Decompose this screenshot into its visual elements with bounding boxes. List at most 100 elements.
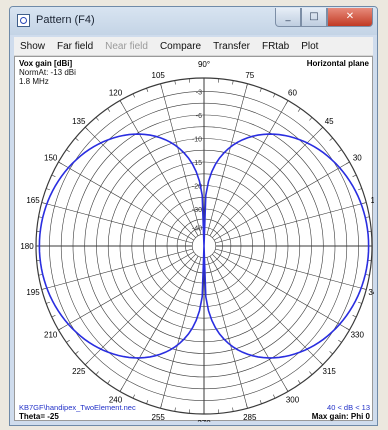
grid-tick (132, 394, 135, 399)
grid-tick (285, 387, 289, 392)
title-bar[interactable]: Pattern (F4) _ □ ✕ (10, 7, 377, 35)
pattern-window: Pattern (F4) _ □ ✕ Show Far field Near f… (9, 6, 378, 426)
gain-title: Vox gain [dBi] (19, 59, 73, 68)
grid-spoke (215, 248, 367, 290)
menu-show[interactable]: Show (20, 40, 46, 52)
grid-spoke (214, 251, 350, 331)
angle-label: 240 (109, 395, 123, 404)
grid-tick (352, 315, 357, 318)
grid-tick (45, 188, 51, 191)
angle-label: 165 (26, 196, 40, 205)
grid-tick (246, 404, 248, 409)
grid-tick (338, 339, 342, 343)
polar-plot-area[interactable]: 75 60 45 30 150 345 330 315 300 285 270 255 240 225 21… (14, 56, 374, 422)
angle-label: 60 (288, 89, 297, 98)
grid-spoke (160, 257, 202, 409)
grid-tick (38, 274, 43, 276)
grid-tick (174, 407, 176, 412)
grid-tick (357, 188, 363, 191)
grid-spoke (209, 100, 289, 236)
menu-near-field[interactable]: Near field (105, 40, 148, 52)
grid-tick (352, 174, 357, 177)
minimize-button[interactable]: _ (275, 8, 301, 27)
grid-tick (273, 394, 276, 399)
angle-label: 105 (152, 71, 166, 80)
grid-tick (329, 351, 333, 355)
grid-tick (119, 387, 123, 392)
grid-tick (259, 87, 262, 93)
menu-far-field[interactable]: Far field (57, 40, 94, 52)
grid-tick (365, 274, 370, 276)
grid-spoke (84, 126, 196, 238)
grid-tick (51, 174, 56, 177)
grid-spoke (119, 256, 199, 392)
grid-spoke (58, 161, 194, 241)
angle-label: 225 (72, 367, 86, 376)
grid-tick (160, 83, 162, 88)
angle-label: 255 (152, 413, 166, 422)
max-gain-label: Max gain: Phi 0 (312, 412, 371, 421)
grid-spoke (209, 256, 289, 392)
norm-label: NormAt: -13 dBi (19, 68, 76, 77)
grid-tick (338, 149, 342, 153)
angle-label: 15 (371, 196, 374, 205)
db-ring-label: -40 (192, 226, 202, 233)
grid-tick (232, 80, 234, 85)
grid-tick (66, 149, 70, 153)
db-ring-label: -30 (192, 207, 202, 214)
grid-tick (58, 161, 63, 165)
grid-tick (285, 100, 289, 105)
menu-compare[interactable]: Compare (159, 40, 202, 52)
menu-plot[interactable]: Plot (301, 40, 319, 52)
grid-tick (45, 301, 51, 304)
grid-tick (84, 361, 89, 366)
grid-tick (95, 117, 99, 121)
grid-spoke (212, 254, 324, 366)
grid-spoke (41, 248, 193, 290)
angle-labels: 75 60 45 30 150 345 330 315 300 285 270 255 240 225 21… (20, 71, 374, 422)
angle-label: 135 (72, 117, 86, 126)
grid-tick (273, 93, 276, 98)
plane-label: Horizontal plane (307, 59, 370, 68)
grid-spoke (214, 161, 350, 241)
angle-label: 45 (325, 117, 334, 126)
db-ring-label: -10 (192, 137, 202, 144)
polar-plot: 75 60 45 30 150 345 330 315 300 285 270 255 240 225 21… (19, 59, 374, 422)
angle-label: 120 (109, 89, 123, 98)
grid-tick (309, 371, 313, 375)
grid-spoke (58, 251, 194, 331)
angle-label: 30 (353, 154, 362, 163)
grid-tick (232, 407, 234, 412)
frequency-label: 1.8 MHz (19, 77, 49, 86)
grid-tick (107, 380, 111, 384)
grid-spoke (41, 202, 193, 244)
grid-tick (357, 301, 363, 304)
app-icon (17, 14, 30, 27)
grid-spoke (212, 126, 324, 238)
grid-tick (259, 399, 262, 405)
grid-spoke (206, 83, 248, 235)
grid-tick (319, 126, 324, 131)
top-angle-label: 90° (198, 60, 210, 69)
close-button[interactable]: ✕ (327, 8, 373, 27)
grid-tick (345, 327, 350, 331)
range-label: 40 < dB < 13 (327, 403, 370, 412)
grid-spoke (206, 257, 248, 409)
grid-tick (75, 137, 79, 141)
radiation-pattern-trace (38, 133, 370, 359)
window-title: Pattern (F4) (36, 14, 95, 26)
grid-tick (58, 327, 63, 331)
grid-tick (297, 108, 301, 112)
grid-tick (95, 371, 99, 375)
grid-tick (38, 216, 43, 218)
menu-transfer[interactable]: Transfer (213, 40, 250, 52)
grid-spoke (119, 100, 199, 236)
grid-tick (362, 288, 367, 290)
db-ring-label: -15 (192, 160, 202, 167)
grid-tick (329, 137, 333, 141)
db-ring-label: -6 (196, 113, 202, 120)
grid-tick (146, 87, 149, 93)
angle-label: 150 (44, 154, 58, 163)
menu-frtab[interactable]: FRtab (261, 40, 290, 52)
maximize-button[interactable]: □ (301, 8, 327, 27)
